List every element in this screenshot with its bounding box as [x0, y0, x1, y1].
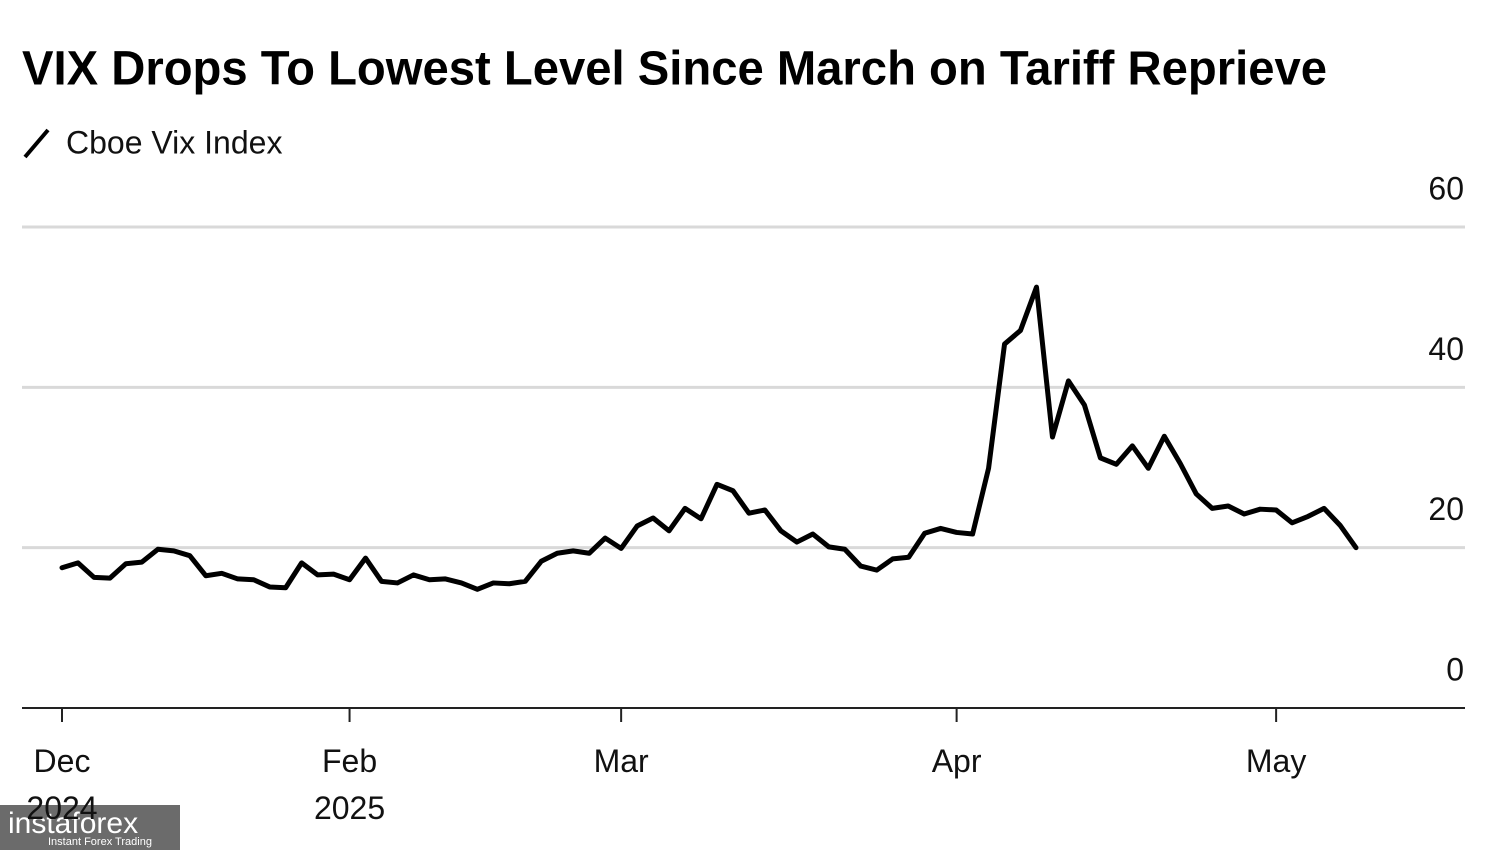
watermark: instaforex Instant Forex Trading: [0, 805, 180, 850]
y-tick-label: 40: [1428, 331, 1464, 367]
watermark-brand: instaforex: [8, 807, 139, 840]
y-tick-label: 0: [1446, 651, 1464, 687]
watermark-tagline: Instant Forex Trading: [48, 836, 152, 848]
x-tick-label: Apr: [931, 743, 982, 779]
vix-line: [59, 284, 1359, 592]
legend-label: Cboe Vix Index: [66, 124, 282, 160]
y-tick-label: 20: [1428, 491, 1464, 527]
x-tick-label: Dec 2024: [26, 743, 98, 826]
x-tick-label: Mar: [593, 743, 649, 779]
legend-swatch: [23, 128, 50, 159]
x-tick-label: Feb 2025: [313, 743, 386, 826]
chart-title: VIX Drops To Lowest Level Since March on…: [22, 43, 1327, 96]
x-tick-label: May: [1245, 743, 1307, 779]
y-tick-label: 60: [1428, 170, 1464, 206]
